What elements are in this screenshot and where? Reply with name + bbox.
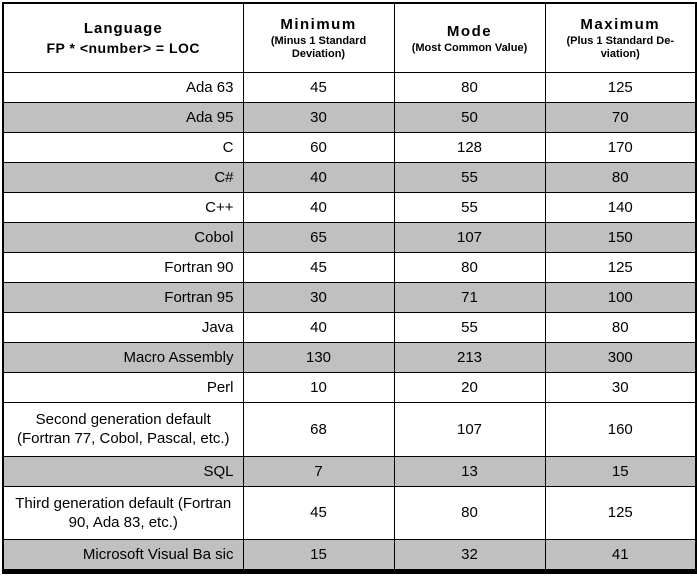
table-row: Java 40 55 80	[2, 312, 697, 343]
mode-cell: 107	[393, 222, 546, 253]
table-row: Third generation default (Fortran 90, Ad…	[2, 485, 697, 540]
language-cell: C	[2, 132, 244, 163]
mode-cell: 20	[393, 372, 546, 403]
maximum-cell: 100	[544, 282, 697, 313]
mode-cell: 107	[393, 402, 546, 457]
maximum-cell: 125	[544, 252, 697, 283]
maximum-cell: 150	[544, 222, 697, 253]
mode-cell: 13	[393, 455, 546, 487]
language-cell: Fortran 95	[2, 282, 244, 313]
table-row: C# 40 55 80	[2, 162, 697, 193]
language-cell: Microsoft Visual Ba sic	[2, 539, 244, 572]
table-row: C++ 40 55 140	[2, 192, 697, 223]
minimum-cell: 10	[242, 372, 395, 403]
mode-cell: 213	[393, 342, 546, 373]
table-row: Ada 95 30 50 70	[2, 102, 697, 133]
language-cell: Ada 63	[2, 72, 244, 103]
language-cell: C++	[2, 192, 244, 223]
maximum-cell: 70	[544, 102, 697, 133]
mode-cell: 55	[393, 312, 546, 343]
minimum-cell: 40	[242, 162, 395, 193]
mode-cell: 55	[393, 162, 546, 193]
language-cell: Ada 95	[2, 102, 244, 133]
maximum-cell: 30	[544, 372, 697, 403]
maximum-header-subtitle: (Plus 1 Standard De-viation)	[566, 35, 675, 60]
maximum-cell: 140	[544, 192, 697, 223]
table-row: Cobol 65 107 150	[2, 222, 697, 253]
language-header-title: Language	[83, 19, 163, 37]
mode-cell: 55	[393, 192, 546, 223]
minimum-cell: 15	[242, 539, 395, 572]
minimum-cell: 7	[242, 455, 395, 487]
language-cell: Cobol	[2, 222, 244, 253]
mode-cell: 80	[393, 252, 546, 283]
maximum-cell: 300	[544, 342, 697, 373]
minimum-cell: 60	[242, 132, 395, 163]
table-row: Perl 10 20 30	[2, 372, 697, 403]
table-row: C 60 128 170	[2, 132, 697, 163]
column-header-minimum: Minimum (Minus 1 Standard Deviation)	[242, 2, 395, 73]
minimum-cell: 30	[242, 102, 395, 133]
language-cell: C#	[2, 162, 244, 193]
table-row: Fortran 90 45 80 125	[2, 252, 697, 283]
column-header-maximum: Maximum (Plus 1 Standard De-viation)	[544, 2, 697, 73]
table-row: Second generation default (Fortran 77, C…	[2, 402, 697, 457]
maximum-cell: 160	[544, 402, 697, 457]
minimum-cell: 40	[242, 192, 395, 223]
language-cell: Perl	[2, 372, 244, 403]
maximum-cell: 41	[544, 539, 697, 572]
table-row: SQL 7 13 15	[2, 455, 697, 487]
minimum-cell: 45	[242, 72, 395, 103]
minimum-cell: 45	[242, 485, 395, 540]
language-cell: Third generation default (Fortran 90, Ad…	[2, 485, 244, 540]
maximum-cell: 125	[544, 72, 697, 103]
mode-cell: 32	[393, 539, 546, 572]
mode-cell: 50	[393, 102, 546, 133]
minimum-cell: 45	[242, 252, 395, 283]
mode-cell: 128	[393, 132, 546, 163]
language-header-formula: FP * <number> = LOC	[46, 39, 201, 56]
language-cell: Macro Assembly	[2, 342, 244, 373]
mode-cell: 71	[393, 282, 546, 313]
minimum-header-subtitle: (Minus 1 Standard Deviation)	[270, 35, 367, 60]
table-row: Fortran 95 30 71 100	[2, 282, 697, 313]
maximum-cell: 170	[544, 132, 697, 163]
maximum-cell: 80	[544, 312, 697, 343]
minimum-cell: 30	[242, 282, 395, 313]
mode-cell: 80	[393, 485, 546, 540]
table-row: Macro Assembly 130 213 300	[2, 342, 697, 373]
language-cell: Java	[2, 312, 244, 343]
table-row: Microsoft Visual Ba sic 15 32 41	[2, 539, 697, 572]
minimum-cell: 65	[242, 222, 395, 253]
minimum-cell: 68	[242, 402, 395, 457]
maximum-cell: 15	[544, 455, 697, 487]
minimum-header-title: Minimum	[280, 16, 357, 33]
maximum-header-title: Maximum	[580, 16, 661, 33]
column-header-language: Language FP * <number> = LOC	[2, 2, 244, 73]
table-row: Ada 63 45 80 125	[2, 72, 697, 103]
maximum-cell: 125	[544, 485, 697, 540]
header-row: Language FP * <number> = LOC Minimum (Mi…	[2, 2, 697, 73]
language-cell: Second generation default (Fortran 77, C…	[2, 402, 244, 457]
language-cell: Fortran 90	[2, 252, 244, 283]
mode-header-title: Mode	[446, 22, 493, 40]
column-header-mode: Mode (Most Common Value)	[393, 2, 546, 73]
maximum-cell: 80	[544, 162, 697, 193]
minimum-cell: 130	[242, 342, 395, 373]
mode-cell: 80	[393, 72, 546, 103]
language-cell: SQL	[2, 455, 244, 487]
mode-header-subtitle: (Most Common Value)	[411, 41, 528, 54]
minimum-cell: 40	[242, 312, 395, 343]
